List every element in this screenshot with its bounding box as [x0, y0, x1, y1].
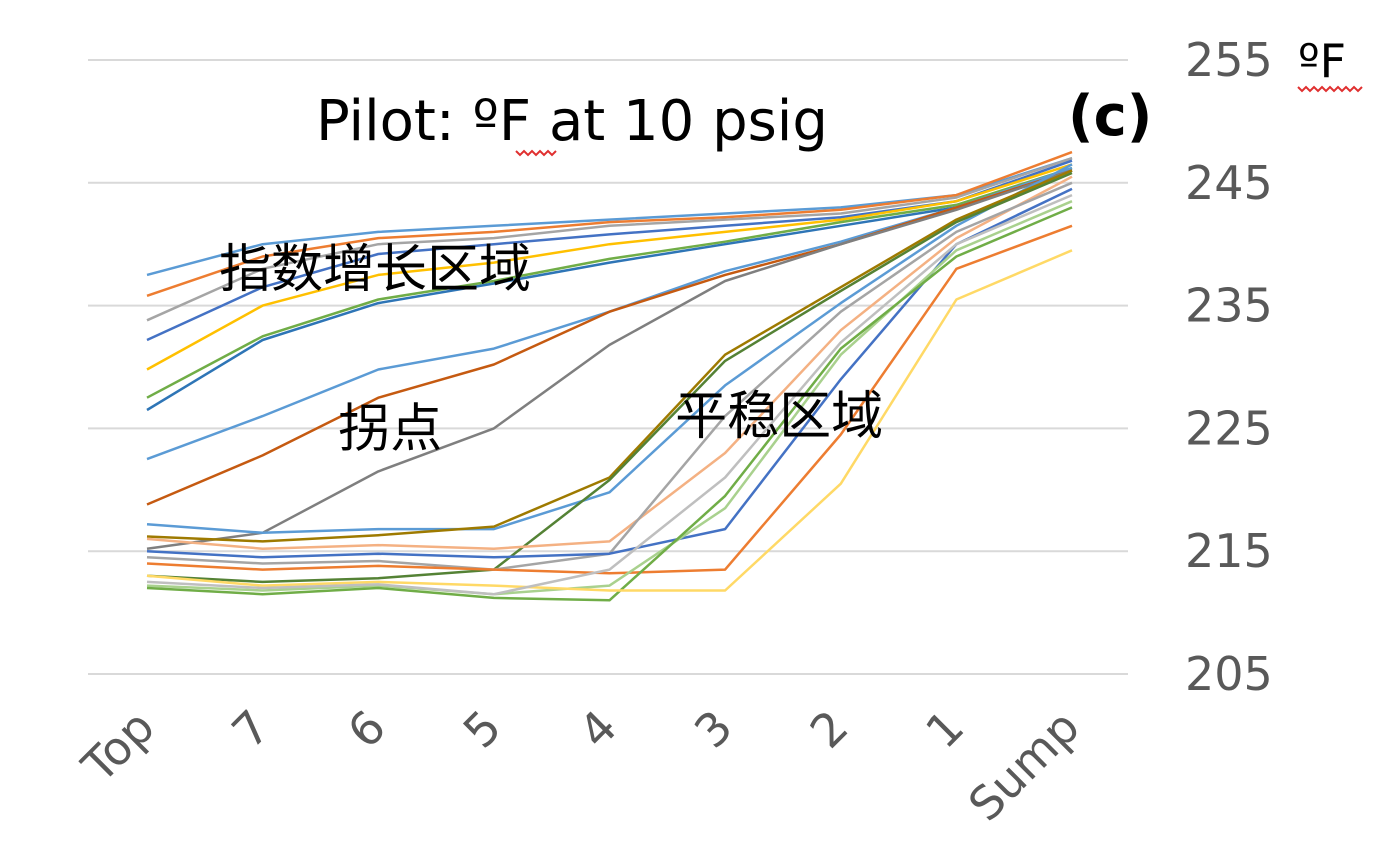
series-line-20	[146, 249, 1073, 592]
series-line-9	[146, 169, 1073, 506]
spellcheck-underline-unit	[1297, 85, 1363, 93]
series-line-16	[146, 187, 1073, 559]
series-line-11	[146, 163, 1073, 535]
x-tick-label: 7	[222, 700, 281, 759]
series-line-6	[146, 166, 1073, 399]
y-axis-unit: ºF	[1298, 34, 1346, 88]
annotation-label: 平稳区域	[675, 387, 883, 447]
series-line-7	[146, 169, 1073, 412]
x-tick-label: 2	[800, 700, 859, 759]
x-tick-label: 6	[337, 700, 396, 759]
x-tick-label: Sump	[958, 700, 1090, 832]
series-line-2	[146, 150, 1073, 297]
series-line-14	[146, 175, 1073, 550]
series-line-13	[146, 171, 1073, 584]
x-tick-label: 1	[915, 700, 974, 759]
series-line-10	[146, 169, 1073, 550]
annotation-label: 指数增长区域	[219, 240, 531, 300]
series-line-19	[146, 206, 1073, 602]
x-tick-label: Top	[71, 700, 165, 794]
spellcheck-underline-title	[515, 149, 557, 157]
series-line-12	[146, 169, 1073, 543]
series-line-18	[146, 200, 1073, 596]
y-tick-label: 205	[1185, 647, 1273, 701]
y-tick-label: 255	[1185, 33, 1273, 87]
x-tick-label: 4	[568, 700, 627, 759]
panel-label: (c)	[1068, 84, 1152, 149]
y-axis-ticks: 205 215 225 235 245 255	[1185, 33, 1273, 701]
x-tick-label: 3	[684, 700, 743, 759]
series-line-3	[146, 157, 1073, 322]
series-line-5	[146, 163, 1073, 371]
series-lines	[146, 150, 1073, 602]
series-line-21	[146, 193, 1073, 596]
x-tick-label: 5	[453, 700, 512, 759]
chart-title: Pilot: ºF at 10 psig	[316, 89, 828, 154]
y-tick-label: 235	[1185, 279, 1273, 333]
y-tick-label: 245	[1185, 156, 1273, 210]
series-line-17	[146, 224, 1073, 575]
y-tick-label: 225	[1185, 401, 1273, 455]
y-tick-label: 215	[1185, 524, 1273, 578]
annotation-label: 拐点	[338, 399, 442, 459]
